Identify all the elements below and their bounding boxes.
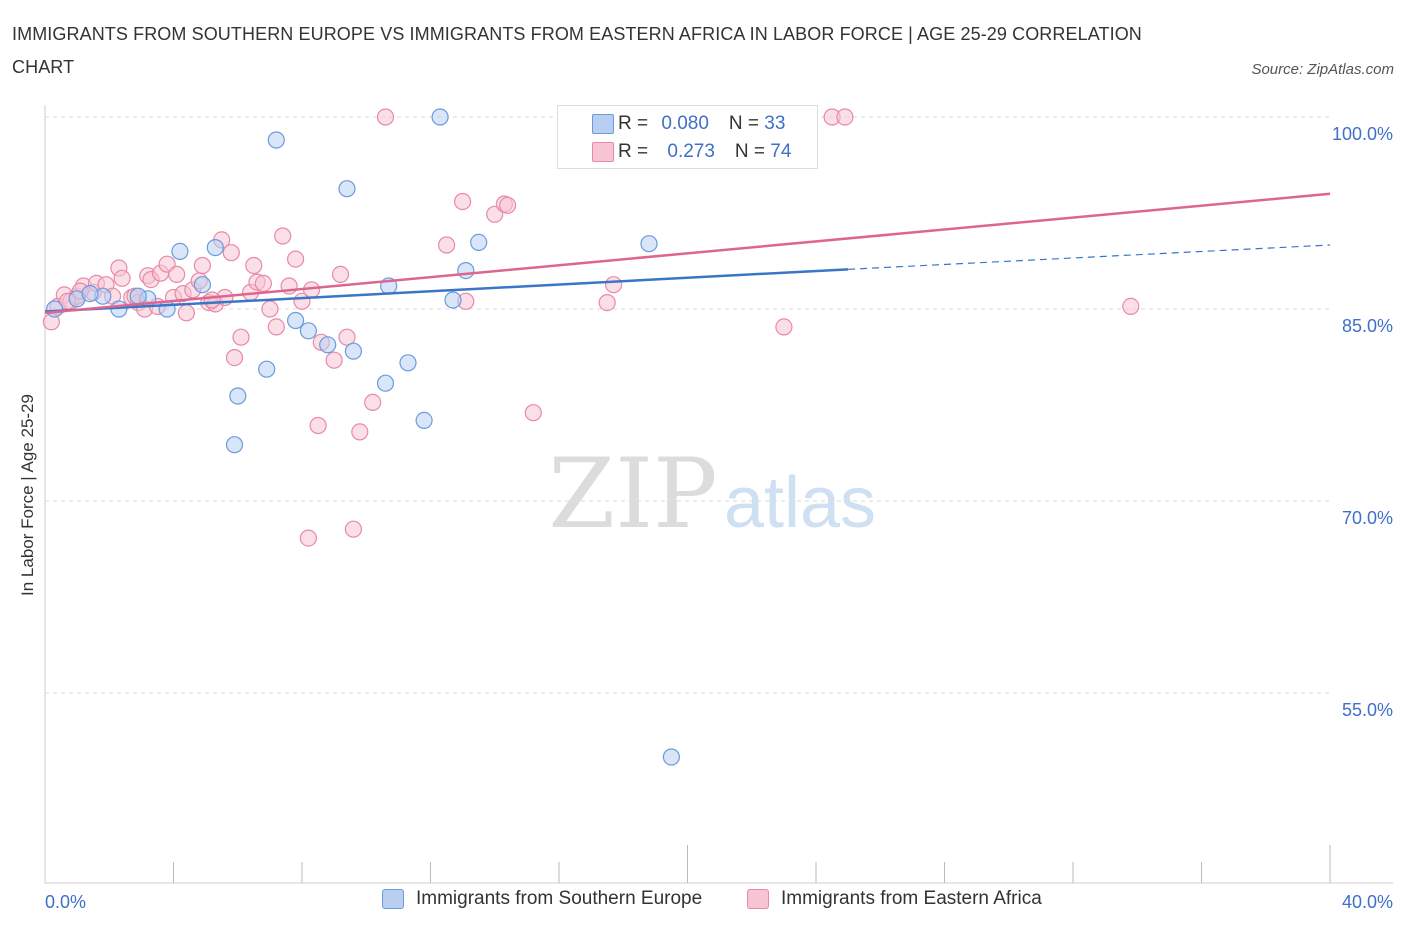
legend-r-value-1: 0.080 (661, 113, 709, 134)
point-southern-europe-10 (225, 436, 244, 454)
point-eastern-africa-54 (454, 192, 472, 211)
point-southern-europe-27 (640, 235, 658, 253)
legend-r-value-2: 0.273 (667, 141, 715, 162)
point-eastern-africa-38 (261, 300, 279, 318)
point-southern-europe-6 (171, 242, 189, 260)
legend-item-eastern-africa[interactable]: Immigrants from Eastern Africa (747, 888, 1042, 910)
legend-swatch-blue (592, 114, 614, 134)
point-southern-europe-16 (338, 180, 356, 198)
stats-legend: R = 0.080 N = 33 R = 0.273 N = 74 (557, 105, 818, 169)
point-southern-europe-14 (299, 322, 317, 340)
point-eastern-africa-49 (338, 328, 356, 346)
trend-lines (44, 192, 1331, 315)
chart-title: IMMIGRANTS FROM SOUTHERN EUROPE VS IMMIG… (12, 24, 1142, 77)
point-eastern-africa-42 (287, 250, 305, 268)
point-eastern-africa-51 (364, 393, 382, 411)
legend-n-label-1: N = (728, 113, 765, 134)
legend-label-eastern-africa: Immigrants from Eastern Africa (781, 888, 1042, 909)
point-eastern-africa-69 (344, 520, 362, 538)
series-southern-europe (45, 108, 777, 766)
legend-row-southern-europe: R = 0.080 N = 33 (592, 110, 786, 138)
point-eastern-africa-59 (524, 404, 542, 422)
point-eastern-africa-40 (274, 227, 292, 245)
trend-extension-southern-europe (848, 244, 1331, 270)
watermark-atlas: atlas (724, 463, 876, 543)
point-southern-europe-8 (206, 239, 224, 257)
point-eastern-africa-33 (232, 328, 250, 346)
point-eastern-africa-68 (299, 529, 317, 547)
point-eastern-africa-23 (177, 304, 195, 322)
grid-lines (45, 116, 1330, 694)
point-southern-europe-19 (376, 374, 395, 392)
point-southern-europe-23 (444, 291, 462, 309)
legend-n-value-1: 33 (764, 113, 786, 134)
x-tick-label-max: 40.0% (1342, 892, 1393, 912)
legend-n-value-2: 74 (770, 141, 792, 162)
point-southern-europe-11 (258, 360, 276, 378)
point-southern-europe-7 (193, 276, 211, 294)
y-tick-label-55: 55.0% (1342, 700, 1393, 720)
point-southern-europe-24 (457, 262, 475, 280)
legend-label-southern-europe: Immigrants from Southern Europe (416, 888, 703, 909)
legend-n-label-2: N = (734, 141, 771, 162)
tick-labels: 100.0% 85.0% 70.0% 55.0% 0.0% 40.0% (45, 124, 1393, 912)
point-southern-europe-31 (129, 287, 147, 305)
y-tick-label-100: 100.0% (1332, 124, 1393, 144)
point-southern-europe-21 (415, 411, 433, 429)
point-southern-europe-28 (662, 748, 681, 766)
point-eastern-africa-45 (309, 416, 327, 435)
y-tick-label-85: 85.0% (1342, 316, 1393, 336)
watermark: ZIP atlas (548, 438, 876, 550)
point-eastern-africa-53 (438, 236, 456, 254)
point-eastern-africa-26 (193, 256, 211, 275)
point-eastern-africa-52 (376, 108, 395, 126)
legend-swatch-pink (592, 142, 614, 162)
x-tick-label-min: 0.0% (45, 892, 86, 912)
point-eastern-africa-35 (245, 256, 263, 275)
legend-swatch-eastern-africa (747, 889, 769, 909)
legend-swatch-southern-europe (382, 889, 404, 909)
point-eastern-africa-31 (222, 244, 240, 262)
point-eastern-africa-48 (331, 265, 350, 283)
point-southern-europe-13 (287, 311, 305, 330)
point-southern-europe-30 (81, 285, 99, 303)
point-eastern-africa-67 (1122, 297, 1140, 315)
point-eastern-africa-11 (113, 269, 131, 287)
point-eastern-africa-58 (499, 196, 517, 214)
legend-row-eastern-africa: R = 0.273 N = 74 (592, 138, 792, 166)
point-eastern-africa-60 (598, 294, 616, 312)
point-eastern-africa-72 (203, 291, 221, 309)
legend-r-label-2: R = (618, 141, 654, 162)
point-southern-europe-5 (158, 300, 176, 318)
point-eastern-africa-32 (225, 349, 244, 367)
trend-line-eastern-africa (44, 192, 1331, 315)
y-axis-title: In Labor Force | Age 25-29 (18, 394, 37, 596)
point-eastern-africa-37 (254, 274, 272, 292)
point-eastern-africa-47 (325, 351, 343, 369)
point-southern-europe-20 (399, 354, 417, 372)
point-eastern-africa-50 (351, 423, 369, 441)
axes (44, 105, 1393, 884)
point-eastern-africa-39 (267, 318, 285, 336)
point-southern-europe-25 (470, 233, 488, 251)
point-southern-europe-0 (45, 300, 64, 318)
watermark-zip: ZIP (548, 438, 717, 550)
y-tick-label-70: 70.0% (1342, 508, 1393, 528)
source-label: Source: ZipAtlas.com (1251, 61, 1394, 78)
trend-line-southern-europe (44, 268, 849, 313)
point-southern-europe-9 (229, 387, 247, 405)
point-southern-europe-17 (344, 342, 362, 360)
legend-item-southern-europe[interactable]: Immigrants from Southern Europe (382, 888, 702, 910)
point-eastern-africa-66 (775, 318, 793, 336)
series-legend: Immigrants from Southern Europe Immigran… (0, 888, 1406, 918)
point-eastern-africa-21 (168, 265, 186, 283)
legend-r-label-1: R = (618, 113, 654, 134)
point-eastern-africa-61 (604, 276, 623, 294)
point-southern-europe-15 (319, 336, 337, 354)
point-southern-europe-12 (267, 131, 285, 149)
point-eastern-africa-65 (836, 108, 854, 126)
point-southern-europe-22 (431, 108, 449, 126)
